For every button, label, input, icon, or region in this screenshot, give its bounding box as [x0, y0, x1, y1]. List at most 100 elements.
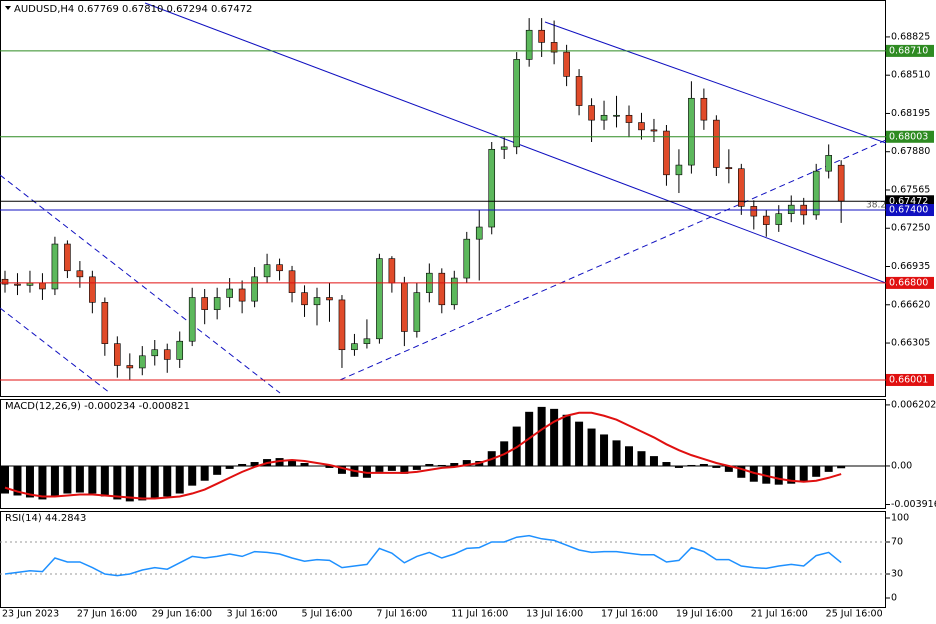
macd-bar [637, 451, 646, 466]
candle-body [538, 29, 545, 43]
candle-body [176, 340, 184, 360]
level-label-bg [886, 204, 934, 217]
macd-bar [150, 465, 159, 499]
y-tick-label: -0.003916 [891, 499, 936, 510]
candle-body [51, 243, 59, 290]
y-tick-label: 0.66305 [891, 338, 930, 349]
macd-bar [437, 464, 446, 466]
macd-bar [138, 465, 147, 501]
candle-body [89, 276, 96, 303]
candle-body [713, 119, 720, 168]
candle-body [213, 297, 221, 310]
candle-body [675, 164, 683, 176]
candle-body [126, 365, 134, 369]
candle-body [825, 155, 832, 172]
level-label: 0.68003 [889, 131, 928, 142]
candle-body [550, 42, 558, 53]
x-tick-label: 7 Jul 16:00 [376, 609, 427, 620]
level-label: 0.67400 [889, 205, 928, 216]
macd-bar [100, 465, 109, 497]
candle-body [438, 272, 446, 306]
x-tick-label: 25 Jul 16:00 [826, 609, 883, 620]
y-tick-label: 0.67565 [891, 184, 930, 195]
candle-body [688, 97, 695, 166]
candle-body [475, 226, 483, 240]
candle-body [613, 114, 620, 117]
macd-bar [575, 421, 584, 466]
x-tick-label: 17 Jul 16:00 [601, 609, 658, 620]
candle-body [376, 258, 383, 340]
macd-bar [200, 465, 209, 481]
candle-body [525, 29, 533, 60]
candle-body [1, 278, 9, 285]
candle-body [14, 283, 21, 286]
fib-label: 38.2 [866, 201, 886, 211]
candle-body [114, 343, 121, 366]
y-tick-label: 0.68825 [891, 31, 930, 42]
level-label-bg [886, 44, 934, 57]
x-tick-label: 11 Jul 16:00 [451, 609, 508, 620]
macd-bar [400, 465, 409, 474]
candle-body [388, 258, 396, 284]
candle-body [163, 349, 171, 360]
candle-body [326, 297, 333, 301]
candle-body [463, 238, 471, 279]
rsi-line [4, 534, 842, 577]
level-label-bg [886, 130, 934, 143]
macd-bar [337, 465, 346, 474]
x-tick-label: 23 Jun 2023 [2, 609, 59, 620]
x-tick-label: 27 Jun 16:00 [77, 609, 137, 620]
candle-body [64, 243, 71, 272]
trendline [0, 174, 281, 394]
candle-body [263, 264, 271, 278]
macd-title: MACD(12,26,9) -0.000234 -0.000821 [5, 401, 190, 412]
candle-body [762, 215, 770, 225]
candle-body [600, 114, 608, 121]
y-tick-label: 100 [891, 513, 909, 524]
candle-body [663, 130, 670, 176]
x-tick-label: 5 Jul 16:00 [302, 609, 353, 620]
macd-bar [238, 463, 247, 466]
candle-body [638, 122, 645, 131]
y-tick-label: 0.67250 [891, 223, 930, 234]
main-panel [0, 0, 886, 397]
candle-body [650, 129, 658, 132]
macd-panel [0, 399, 886, 509]
macd-bar [562, 414, 571, 466]
y-tick-label: 30 [891, 569, 903, 580]
candle-body [138, 355, 146, 369]
candle-body [513, 59, 520, 148]
y-tick-label: 0.68195 [891, 108, 930, 119]
macd-bar [450, 463, 459, 466]
candle-body [39, 282, 46, 290]
macd-bar [13, 465, 22, 496]
candle-body [363, 338, 371, 344]
level-label: 0.67472 [889, 196, 928, 207]
candle-body [738, 168, 745, 207]
candle-body [276, 264, 283, 272]
macd-bar [812, 465, 821, 477]
macd-bar [113, 465, 122, 500]
macd-bar [587, 428, 596, 466]
macd-bar [288, 460, 297, 466]
macd-bar [737, 465, 746, 478]
candle-body [151, 349, 159, 357]
menu-arrow [5, 6, 11, 10]
candle-body [837, 164, 845, 202]
macd-bar [25, 465, 34, 498]
chart-title: AUDUSD,H4 0.67769 0.67810 0.67294 0.6747… [14, 4, 252, 15]
macd-bar [824, 465, 833, 472]
macd-bar [537, 406, 546, 466]
macd-bar [687, 464, 696, 466]
level-label: 0.66001 [889, 374, 928, 385]
macd-bar [325, 465, 334, 468]
macd-bar [387, 465, 396, 471]
macd-bar [625, 446, 633, 466]
x-tick-label: 19 Jul 16:00 [676, 609, 733, 620]
macd-bar [125, 465, 134, 502]
macd-bar [175, 465, 184, 494]
y-tick-label: 0.66935 [891, 261, 930, 272]
candle-body [812, 170, 820, 216]
candle-body [251, 276, 258, 302]
candle-body [500, 146, 508, 150]
